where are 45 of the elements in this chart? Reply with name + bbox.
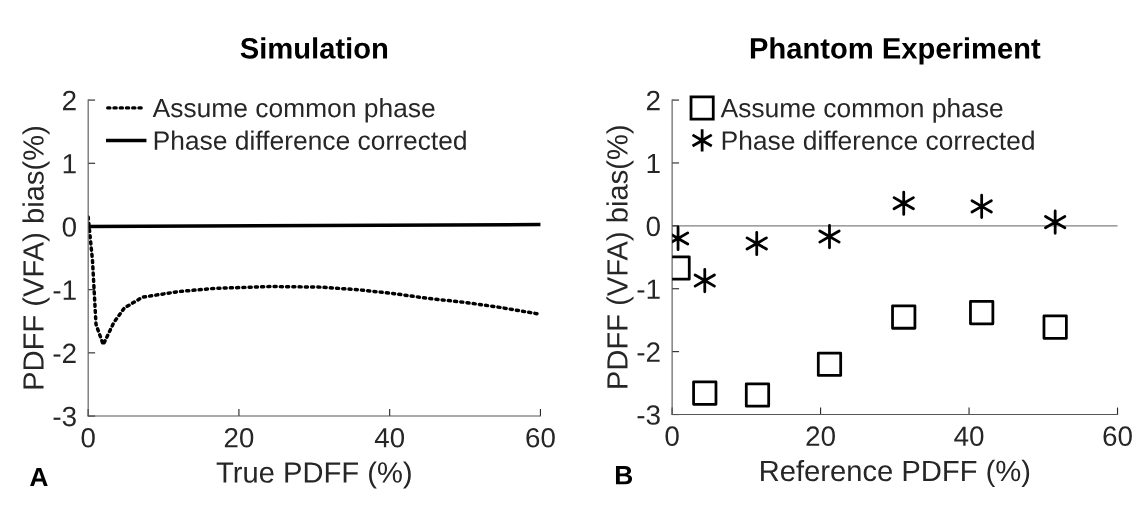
y-tick-label: 0 — [646, 216, 660, 237]
legend-label: Phase difference corrected — [154, 130, 466, 150]
y-tick-label: 2 — [646, 90, 660, 111]
point — [892, 190, 915, 216]
y-tick-label: -1 — [53, 280, 76, 300]
point — [970, 193, 993, 219]
y-tick-label: 2 — [63, 90, 76, 111]
y-tick-label: -1 — [637, 279, 660, 299]
x-tick-label: 60 — [526, 427, 555, 448]
point — [693, 267, 716, 294]
point — [744, 382, 771, 408]
y-tick-label: -3 — [53, 406, 76, 427]
x-tick-label: 20 — [806, 426, 835, 447]
legend-label: Phase difference corrected — [722, 130, 1034, 150]
chart-title: Simulation — [240, 37, 388, 59]
point — [745, 230, 768, 257]
y-tick-label: -2 — [637, 342, 660, 362]
legend-label: Assume common phase — [720, 98, 1003, 123]
x-tick-label: 0 — [665, 426, 679, 447]
x-axis-title: Reference PDFF (%) — [761, 459, 1030, 488]
y-tick-label: 0 — [62, 217, 76, 237]
x-tick-label: 40 — [374, 427, 405, 448]
point — [1042, 314, 1068, 340]
y-tick-label: 1 — [647, 153, 660, 174]
point — [969, 300, 995, 326]
legend-label: Assume common phase — [152, 97, 435, 123]
text: A — [30, 467, 48, 487]
x-tick-label: 20 — [224, 427, 254, 448]
point — [818, 223, 841, 250]
x-tick-label: 40 — [954, 426, 984, 447]
chart-title: Phantom Experiment — [750, 37, 1041, 65]
x-tick-label: 0 — [81, 427, 95, 448]
line-series — [88, 215, 541, 347]
x-tick-label: 60 — [1103, 426, 1132, 447]
point — [816, 351, 843, 377]
point — [1044, 209, 1067, 235]
y-tick-label: -3 — [637, 405, 660, 425]
y-axis-title: PDFF (VFA) bias(%) — [22, 126, 50, 389]
y-tick-label: 1 — [63, 154, 76, 174]
point — [692, 380, 718, 406]
x-axis-title: True PDFF (%) — [216, 461, 411, 489]
y-axis-title: PDFF (VFA) bias(%) — [606, 126, 634, 388]
text: B — [615, 466, 633, 485]
point — [891, 304, 917, 330]
y-tick-label: -2 — [53, 343, 76, 363]
